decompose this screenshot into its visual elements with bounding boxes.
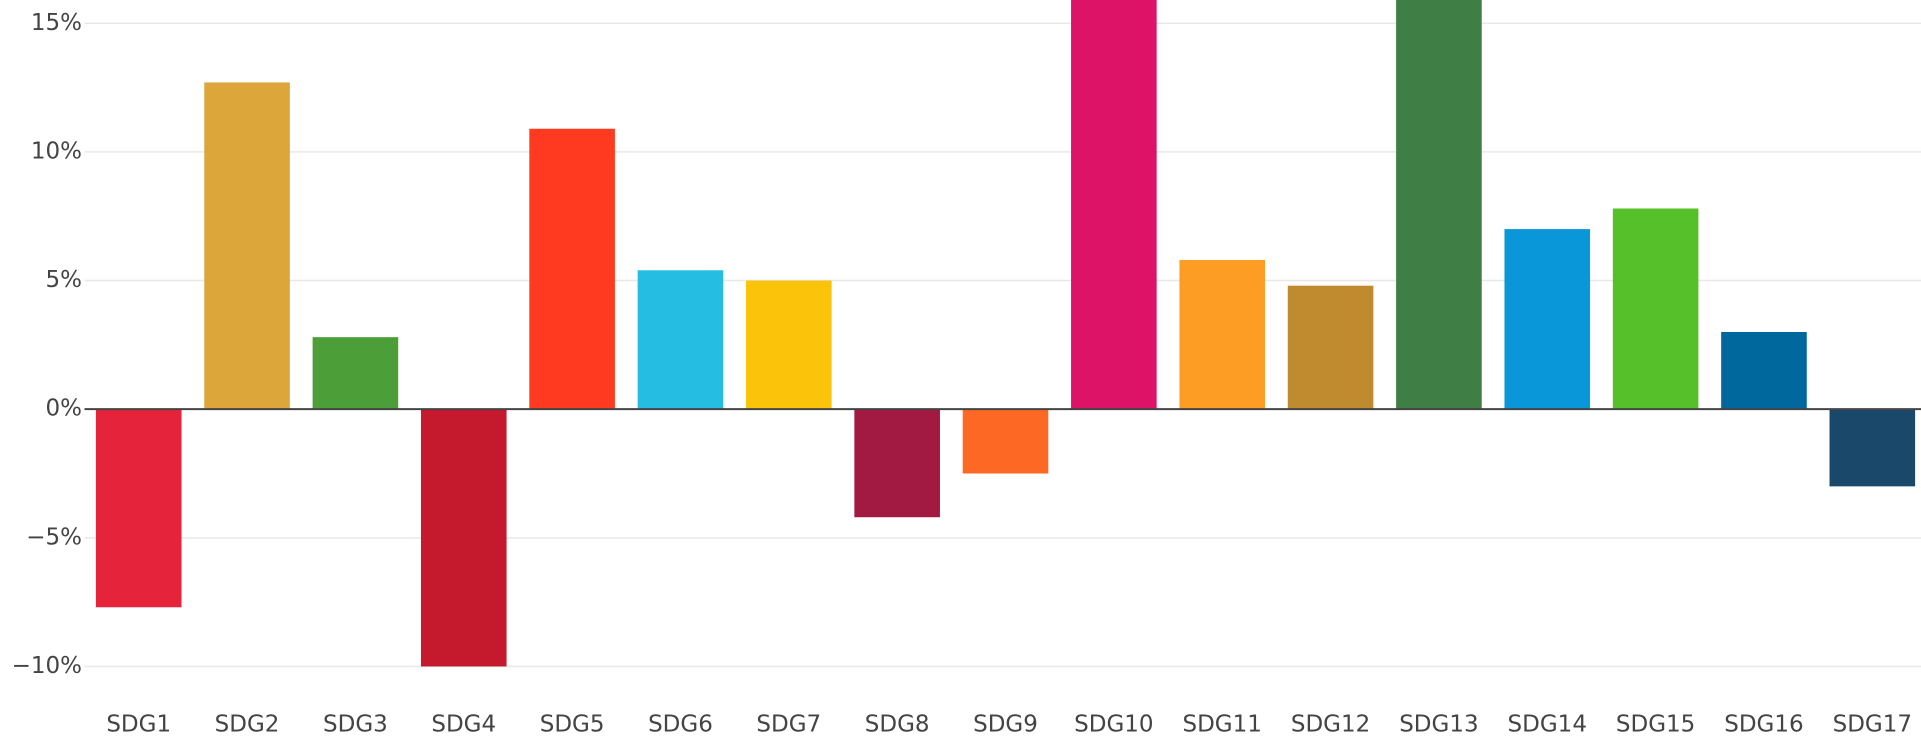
- bar: [529, 128, 615, 410]
- x-tick-label: SDG15: [1616, 712, 1695, 738]
- y-tick-label: 15%: [31, 10, 82, 36]
- bar: [962, 409, 1049, 474]
- bar: [1612, 208, 1699, 410]
- x-tick-label: SDG1: [106, 712, 171, 738]
- x-tick-label: SDG17: [1833, 712, 1912, 738]
- y-tick-label: −5%: [26, 524, 82, 550]
- x-tick-label: SDG13: [1399, 712, 1478, 738]
- bar: [95, 409, 182, 608]
- x-tick-label: SDG3: [323, 712, 388, 738]
- bar: [204, 82, 290, 410]
- y-tick-label: −10%: [12, 653, 82, 679]
- x-tick-label: SDG6: [648, 712, 713, 738]
- bars: [95, 0, 1916, 667]
- x-tick-label: SDG12: [1291, 712, 1370, 738]
- bar: [1396, 0, 1482, 410]
- x-tick-label: SDG4: [431, 712, 496, 738]
- x-tick-label: SDG5: [540, 712, 605, 738]
- y-tick-label: 5%: [46, 267, 83, 293]
- x-tick-label: SDG7: [756, 712, 821, 738]
- bar: [1179, 259, 1266, 410]
- bar: [1287, 285, 1374, 410]
- y-tick-label: 10%: [31, 138, 82, 164]
- x-tick-label: SDG9: [973, 712, 1038, 738]
- bar: [1071, 0, 1157, 410]
- bar: [854, 409, 940, 518]
- bar: [420, 409, 507, 667]
- x-tick-label: SDG14: [1508, 712, 1587, 738]
- x-tick-label: SDG10: [1074, 712, 1153, 738]
- bar: [746, 280, 832, 410]
- x-tick-label: SDG2: [215, 712, 280, 738]
- bar: [637, 270, 724, 410]
- x-tick-label: SDG11: [1183, 712, 1262, 738]
- y-tick-label: 0%: [46, 396, 83, 422]
- labels: −10% −5% 0% 5% 10% 15% SDG1 SDG2 SDG3 SDG4 SDG5 SDG…: [12, 10, 1912, 738]
- bar: [1721, 332, 1807, 410]
- bar: [312, 337, 399, 410]
- grid: [84, 22, 1921, 668]
- x-tick-label: SDG16: [1724, 712, 1803, 738]
- x-tick-label: SDG8: [865, 712, 930, 738]
- bar: [1504, 229, 1591, 410]
- bar: [1829, 409, 1916, 487]
